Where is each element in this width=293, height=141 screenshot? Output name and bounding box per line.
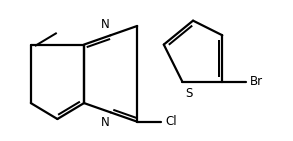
Text: N: N (101, 18, 110, 31)
Text: Cl: Cl (165, 115, 177, 128)
Text: N: N (101, 116, 110, 129)
Text: S: S (185, 87, 193, 100)
Text: Br: Br (250, 75, 263, 88)
